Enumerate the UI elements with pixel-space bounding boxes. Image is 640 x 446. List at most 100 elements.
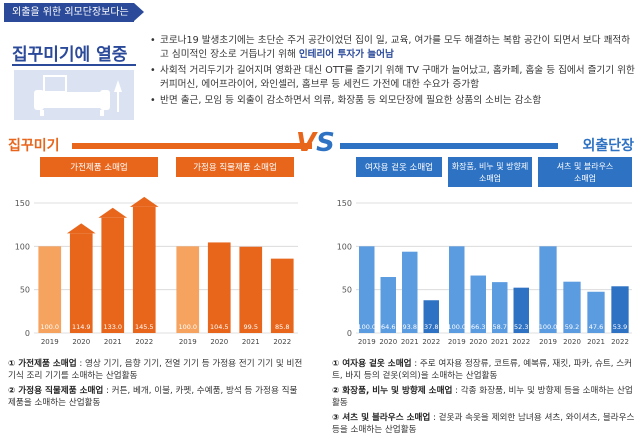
bar-arrow: [129, 196, 159, 207]
value-label: 100.0: [357, 323, 376, 331]
bar-group: 100.0 2019: [176, 246, 200, 346]
bar-group: 37.8 2022: [422, 300, 440, 346]
chart-header: [448, 157, 532, 187]
y-tick-label: 0: [347, 329, 352, 338]
bar-group: 85.8 2022: [270, 258, 294, 346]
note-item: ③ 셔츠 및 블라우스 소매업 : 겉옷과 속옷을 제외한 남녀용 셔츠, 와이…: [332, 413, 635, 435]
value-label: 59.2: [565, 323, 579, 331]
x-tick-label: 2021: [401, 338, 419, 346]
x-tick-label: 2021: [242, 338, 260, 346]
note-item: ② 가정용 직물제품 소매업 : 커튼, 베개, 이불, 카펫, 수예품, 방석…: [8, 386, 298, 408]
bar-group: 52.3 2022: [512, 287, 530, 346]
bar: [101, 217, 125, 333]
bar-group: 53.9 2022: [611, 286, 629, 346]
value-label: 37.8: [424, 323, 438, 331]
bar: [359, 246, 375, 333]
chart-title: 셔츠 및 블라우스: [557, 161, 614, 171]
x-tick-label: 2020: [72, 338, 90, 346]
x-tick-label: 2020: [469, 338, 487, 346]
notes-right: ① 여자용 겉옷 소매업 : 주로 여자용 정장류, 코트류, 예복류, 재킷,…: [332, 358, 636, 439]
x-tick-label: 2019: [539, 338, 557, 346]
value-label: 114.9: [72, 323, 91, 331]
bar-group: 100.0 2019: [447, 246, 466, 346]
bar-group: 100.0 2019: [38, 246, 62, 346]
value-label: 100.0: [40, 323, 59, 331]
y-tick-label: 150: [15, 199, 30, 208]
bar-group: 104.5 2020: [207, 242, 231, 346]
value-label: 85.8: [275, 323, 289, 331]
chart-title: 여자용 겉옷 소매업: [365, 162, 433, 173]
value-label: 64.6: [381, 323, 395, 331]
vs-badge: VS: [296, 128, 335, 158]
bar: [470, 275, 486, 333]
value-label: 66.3: [471, 323, 485, 331]
bar: [132, 206, 156, 333]
banner-left-title: 집꾸미기: [8, 138, 60, 154]
banner-blue-bar: [340, 143, 558, 149]
value-label: 145.5: [135, 323, 154, 331]
value-label: 100.0: [447, 323, 466, 331]
bar: [423, 300, 439, 333]
bar: [38, 246, 62, 333]
bar-arrow: [98, 207, 128, 218]
bar-arrow: [66, 223, 96, 234]
x-tick-label: 2022: [422, 338, 440, 346]
bullet-1: 코로나19 발생초기에는 초단순 주거 공간이었던 집이 일, 교육, 여가를 …: [150, 34, 638, 61]
notes-left: ① 가전제품 소매업 : 영상 기기, 음향 기기, 전열 기기 등 가정용 전…: [8, 358, 308, 412]
bar: [492, 282, 508, 333]
value-label: 53.9: [613, 323, 627, 331]
bar-charts: 0 50 100 150 0 50 100 150 가전제품 소매업 100.0 2019 114.9…: [15, 157, 632, 346]
bullet-3: 반면 출근, 모임 등 외출이 감소하면서 의류, 화장품 등 외모단장에 필요…: [150, 94, 638, 108]
value-label: 47.6: [589, 323, 603, 331]
bullet-list: 코로나19 발생초기에는 초단순 주거 공간이었던 집이 일, 교육, 여가를 …: [150, 34, 638, 111]
x-tick-label: 2022: [135, 338, 153, 346]
bar: [239, 246, 263, 333]
bar-group: 133.0 2021: [98, 207, 128, 346]
bar: [69, 233, 93, 333]
x-tick-label: 2019: [179, 338, 197, 346]
bar: [539, 246, 557, 333]
x-tick-label: 2020: [563, 338, 581, 346]
value-label: 99.5: [244, 323, 258, 331]
x-tick-label: 2020: [379, 338, 397, 346]
bar: [270, 258, 294, 333]
value-label: 104.5: [210, 323, 229, 331]
chart-header: [356, 157, 442, 177]
bar: [207, 242, 231, 333]
bar: [563, 281, 581, 333]
x-tick-label: 2022: [273, 338, 291, 346]
bar-group: 64.6 2020: [379, 277, 397, 346]
value-label: 93.8: [403, 323, 417, 331]
title-underline: [12, 64, 136, 66]
y-tick-label: 150: [337, 199, 352, 208]
bar-group: 145.5 2022: [129, 196, 159, 346]
y-tick-label: 100: [15, 242, 30, 251]
section-tag: 외출을 위한 외모단장보다는: [4, 3, 144, 22]
bar: [449, 246, 465, 333]
chart-title: 가정용 직물제품 소매업: [193, 162, 277, 173]
bar: [380, 277, 396, 333]
x-tick-label: 2020: [210, 338, 228, 346]
note-item: ① 여자용 겉옷 소매업 : 주로 여자용 정장류, 코트류, 예복류, 재킷,…: [332, 359, 633, 381]
bar: [611, 286, 629, 333]
chart-title: 소매업: [479, 174, 501, 183]
bar-group: 47.6 2021: [587, 291, 605, 346]
bar-group: 100.0 2019: [539, 246, 558, 346]
x-tick-label: 2021: [491, 338, 509, 346]
bar-group: 93.8 2021: [401, 251, 419, 346]
chart-header: [40, 157, 158, 177]
bullet-2: 사회적 거리두기가 길어지며 영화관 대신 OTT를 즐기기 위해 TV 구매가…: [150, 64, 638, 91]
note-item: ① 가전제품 소매업 : 영상 기기, 음향 기기, 전열 기기 등 가정용 전…: [8, 359, 303, 381]
bar: [176, 246, 200, 333]
x-tick-label: 2022: [512, 338, 530, 346]
bar: [402, 251, 418, 333]
value-label: 100.0: [178, 323, 197, 331]
chart-header: [538, 157, 632, 187]
bar-group: 100.0 2019: [357, 246, 376, 346]
sofa-icon: [14, 70, 134, 120]
value-label: 133.0: [103, 323, 122, 331]
chart-title: 가전제품 소매업: [70, 162, 127, 173]
value-label: 100.0: [539, 323, 558, 331]
bar-group: 66.3 2020: [469, 275, 487, 346]
y-tick-label: 0: [25, 329, 30, 338]
